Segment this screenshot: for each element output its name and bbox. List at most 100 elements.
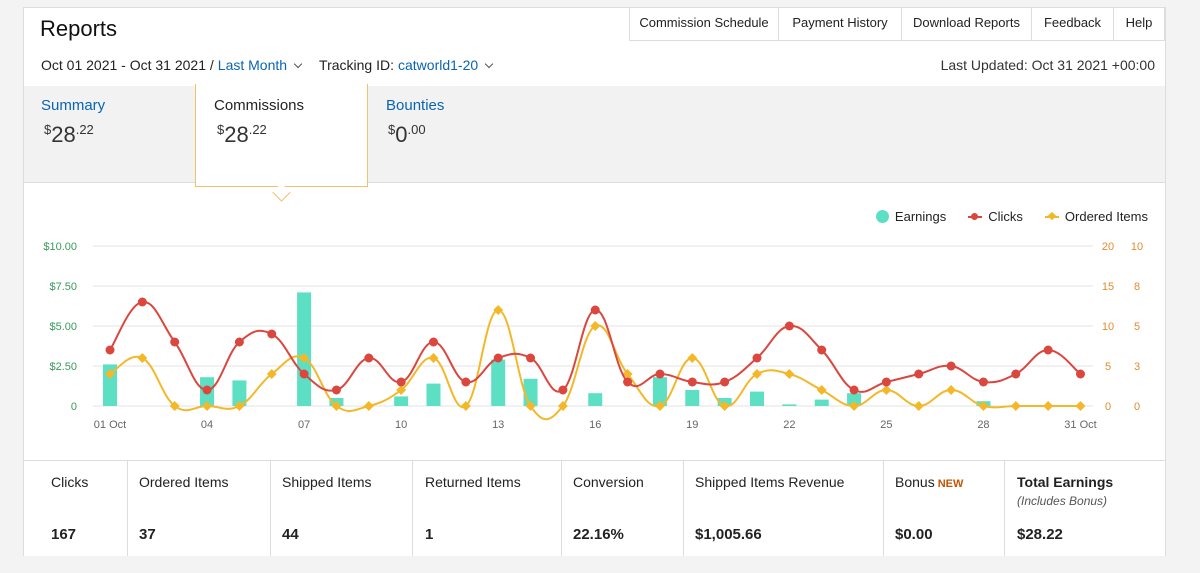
y-right2-tick-label: 3 xyxy=(1134,361,1140,373)
help-button[interactable]: Help xyxy=(1114,7,1165,40)
clicks-point xyxy=(558,385,568,395)
clicks-point xyxy=(1043,345,1053,355)
ordered-items-point xyxy=(234,401,245,411)
earnings-bar xyxy=(847,393,862,406)
stat-returned-items: Returned Items 1 xyxy=(413,461,562,556)
clicks-point xyxy=(493,353,503,363)
earnings-bar xyxy=(750,391,764,406)
commission-schedule-button[interactable]: Commission Schedule xyxy=(630,7,779,40)
ordered-items-point xyxy=(881,385,892,395)
stats-row: Clicks 167 Ordered Items 37 Shipped Item… xyxy=(24,460,1165,556)
page-title: Reports xyxy=(40,16,118,41)
ordered-items-point xyxy=(137,353,148,363)
x-tick-label: 25 xyxy=(880,419,892,431)
x-tick-label: 22 xyxy=(783,419,795,431)
y-right2-tick-label: 10 xyxy=(1131,241,1143,253)
tab-commissions[interactable]: Commissions $28.22 xyxy=(214,86,364,182)
ordered-items-point xyxy=(428,353,439,363)
earnings-bar xyxy=(297,292,312,406)
ordered-items-point xyxy=(1043,401,1054,411)
ordered-items-point xyxy=(525,401,536,411)
tab-label: Bounties xyxy=(386,97,445,114)
y-right2-tick-label: 8 xyxy=(1134,281,1140,293)
x-tick-label: 07 xyxy=(298,419,310,431)
tab-amount: $0.00 xyxy=(388,122,426,147)
tab-bounties[interactable]: Bounties $0.00 xyxy=(386,86,536,182)
clicks-point xyxy=(267,329,277,339)
ordered-items-point xyxy=(590,321,601,331)
stat-conversion: Conversion 22.16% xyxy=(562,461,684,556)
stat-clicks: Clicks 167 xyxy=(24,461,128,556)
stat-ordered-items: Ordered Items 37 xyxy=(128,461,271,556)
clicks-point xyxy=(526,353,536,363)
earnings-dot-icon xyxy=(875,210,889,223)
payment-history-button[interactable]: Payment History xyxy=(779,7,902,40)
period-dropdown[interactable]: Last Month xyxy=(217,57,288,73)
clicks-point xyxy=(849,385,859,395)
legend-clicks[interactable]: Clicks xyxy=(968,209,1023,224)
last-updated: Last Updated: Oct 31 2021 +00:00 xyxy=(940,57,1155,73)
download-reports-button[interactable]: Download Reports xyxy=(902,7,1032,40)
earnings-bar xyxy=(588,393,603,406)
y-right2-tick-label: 0 xyxy=(1134,401,1140,413)
y-right-tick-label: 15 xyxy=(1102,281,1114,293)
clicks-point xyxy=(623,377,633,387)
ordered-items-point xyxy=(1075,401,1086,411)
tab-amount: $28.22 xyxy=(217,122,267,147)
clicks-point xyxy=(202,385,212,395)
stat-total-earnings: Total Earnings (Includes Bonus) $28.22 xyxy=(1017,474,1114,543)
active-tab-highlight xyxy=(195,84,368,187)
clicks-point xyxy=(396,377,406,387)
y-left-tick-label: $5.00 xyxy=(49,321,77,333)
ordered-items-point xyxy=(622,369,633,379)
y-left-tick-label: $2.50 xyxy=(49,361,77,373)
ordered-items-point xyxy=(557,401,568,411)
tab-summary[interactable]: Summary $28.22 xyxy=(41,86,191,182)
ordered-items-point xyxy=(687,353,698,363)
clicks-point xyxy=(687,377,697,387)
legend-earnings[interactable]: Earnings xyxy=(875,209,946,224)
clicks-point xyxy=(752,353,762,363)
tracking-id-dropdown[interactable]: catworld1-20 xyxy=(398,57,479,73)
tab-amount: $28.22 xyxy=(44,122,94,147)
ordered-diamond-icon xyxy=(1044,211,1059,222)
x-tick-label: 13 xyxy=(492,419,504,431)
clicks-point xyxy=(364,353,374,363)
y-left-tick-label: $10.00 xyxy=(43,241,77,253)
clicks-point xyxy=(946,361,956,371)
ordered-items-point xyxy=(169,401,180,411)
x-tick-label: 10 xyxy=(395,419,407,431)
y-right2-tick-label: 5 xyxy=(1134,321,1140,333)
clicks-point xyxy=(170,337,180,347)
legend-ordered-items[interactable]: Ordered Items xyxy=(1044,209,1148,224)
ordered-items-point xyxy=(266,369,277,379)
chart-legend: Earnings Clicks Ordered Items xyxy=(854,209,1148,224)
ordered-items-point xyxy=(816,385,827,395)
earnings-bar xyxy=(652,377,667,406)
x-tick-label: 16 xyxy=(589,419,601,431)
earnings-bar xyxy=(232,380,247,406)
date-filter-row: Oct 01 2021 - Oct 31 2021 / Last Month T… xyxy=(41,57,494,73)
ordered-items-point xyxy=(913,401,924,411)
ordered-items-point xyxy=(752,369,762,379)
tab-label: Commissions xyxy=(214,97,305,114)
new-badge: NEW xyxy=(937,478,964,490)
clicks-line xyxy=(109,301,1082,393)
clicks-point xyxy=(914,369,924,379)
ordered-items-point xyxy=(363,401,374,411)
ordered-items-point xyxy=(978,401,989,411)
y-right-tick-label: 5 xyxy=(1105,361,1111,373)
ordered-items-point xyxy=(719,401,730,411)
ordered-items-point xyxy=(1010,401,1021,411)
stat-shipped-revenue: Shipped Items Revenue $1,005.66 xyxy=(684,461,884,556)
stat-bonus: Bonus NEW $0.00 xyxy=(884,461,1005,556)
y-left-tick-label: 0 xyxy=(71,401,77,413)
earnings-bar xyxy=(814,399,829,406)
clicks-point xyxy=(1076,369,1085,379)
feedback-button[interactable]: Feedback xyxy=(1032,7,1114,40)
x-tick-label: 01 Oct xyxy=(94,419,126,431)
x-tick-label: 04 xyxy=(201,419,213,431)
clicks-point xyxy=(784,321,794,331)
ordered-items-point xyxy=(331,401,342,411)
